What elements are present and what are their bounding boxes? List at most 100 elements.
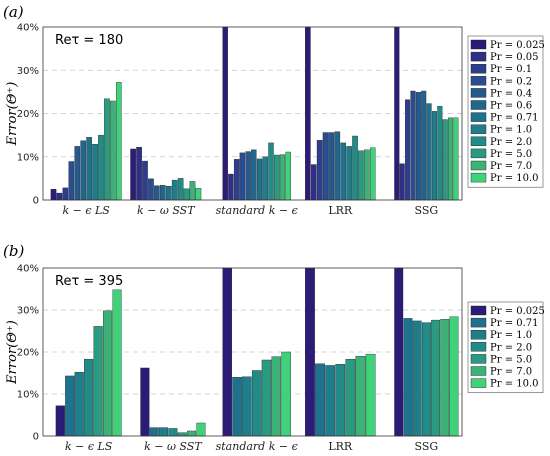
x-category-label: k − ω SST (144, 440, 203, 453)
legend-entry: Pr = 5.0 (490, 354, 532, 365)
bar (410, 90, 416, 201)
bar (412, 320, 422, 437)
bar (104, 98, 110, 201)
legend-swatch (470, 378, 487, 388)
bar (98, 134, 104, 201)
bar (271, 356, 282, 437)
bar (232, 377, 242, 437)
x-category-label: SSG (415, 204, 439, 217)
bar (187, 430, 197, 437)
legend-entry: Pr = 0.71 (490, 318, 539, 329)
bar (93, 326, 103, 437)
legend-entry: Pr = 5.0 (490, 149, 532, 160)
x-category-label: standard k − ϵ (216, 440, 298, 453)
y-tick-label: 0 (33, 196, 39, 207)
bar (222, 26, 228, 201)
legend-entry: Pr = 0.05 (490, 52, 539, 63)
legend-swatch (470, 317, 487, 328)
bar (74, 146, 81, 201)
x-category-label: LRR (328, 440, 353, 453)
legend-entry: Pr = 1.0 (490, 125, 532, 136)
bar (92, 144, 98, 201)
bar (310, 164, 317, 201)
bar (222, 267, 232, 437)
bar (421, 322, 431, 437)
x-category-label: SSG (415, 440, 439, 453)
reynolds-annotation: Reτ = 395 (55, 274, 123, 289)
legend-swatch (470, 172, 487, 183)
bar (159, 427, 169, 437)
bar (233, 159, 240, 201)
legend-swatch (470, 148, 487, 159)
legend-swatch (470, 39, 487, 50)
bar (279, 154, 286, 201)
bar (116, 82, 122, 201)
chart-panel-a: 0 10% 20% 30% 40% k − ϵ LS k − ω SST standard k… (3, 3, 545, 217)
bar (68, 161, 75, 201)
legend-swatch (470, 354, 487, 364)
bar (399, 163, 405, 201)
bar (440, 319, 450, 437)
bar (136, 147, 142, 201)
legend-swatch (470, 136, 487, 147)
bar (316, 140, 323, 201)
bar (285, 151, 291, 201)
bar (142, 160, 148, 201)
bar (160, 185, 166, 201)
bar (55, 405, 65, 437)
reynolds-annotation: Reτ = 180 (55, 33, 123, 48)
bar (50, 189, 57, 201)
bar (171, 179, 178, 201)
legend-entry: Pr = 7.0 (490, 161, 532, 172)
bar (421, 90, 427, 201)
legend-entry: Pr = 2.0 (490, 342, 532, 353)
bar (352, 135, 358, 201)
bar (86, 137, 92, 201)
bar (195, 188, 202, 201)
bar (242, 376, 252, 437)
bar (268, 142, 274, 201)
x-category-label: k − ϵ LS (62, 204, 110, 217)
bar (154, 185, 160, 201)
bar (437, 105, 443, 201)
legend-entry: Pr = 0.1 (490, 64, 532, 75)
bar (340, 142, 347, 201)
legend-entry: Pr = 0.71 (490, 113, 539, 124)
bar (177, 432, 187, 437)
bar (62, 187, 69, 201)
bar (449, 316, 459, 437)
bar (168, 428, 178, 437)
bar (358, 150, 364, 201)
legend-swatch (470, 100, 487, 110)
bar (103, 310, 113, 437)
y-tick-label: 20% (17, 109, 39, 120)
legend-entry: Pr = 1.0 (490, 330, 532, 341)
bar (251, 149, 257, 201)
bar (274, 154, 280, 201)
bar (431, 111, 437, 201)
y-tick-label: 40% (17, 23, 39, 34)
legend-entry: Pr = 10.0 (490, 379, 539, 390)
bar (365, 353, 376, 437)
legend-entry: Pr = 7.0 (490, 367, 532, 378)
bar (315, 363, 325, 437)
bar (415, 92, 421, 201)
bar (189, 181, 196, 201)
bar (322, 132, 329, 201)
bar (177, 178, 184, 201)
bar (165, 185, 172, 201)
y-tick-label: 40% (17, 264, 39, 275)
bar (369, 147, 376, 201)
bar (405, 99, 411, 201)
legend-entry: Pr = 0.025 (490, 40, 545, 51)
y-tick-label: 10% (17, 390, 39, 401)
bar (305, 26, 311, 201)
bar (403, 318, 413, 437)
bar (394, 267, 404, 437)
legend-swatch (470, 88, 487, 98)
y-tick-label: 20% (17, 348, 39, 359)
bar (149, 427, 159, 437)
panel-label: (a) (3, 3, 24, 21)
legend-swatch (470, 342, 487, 352)
bar (56, 192, 63, 201)
